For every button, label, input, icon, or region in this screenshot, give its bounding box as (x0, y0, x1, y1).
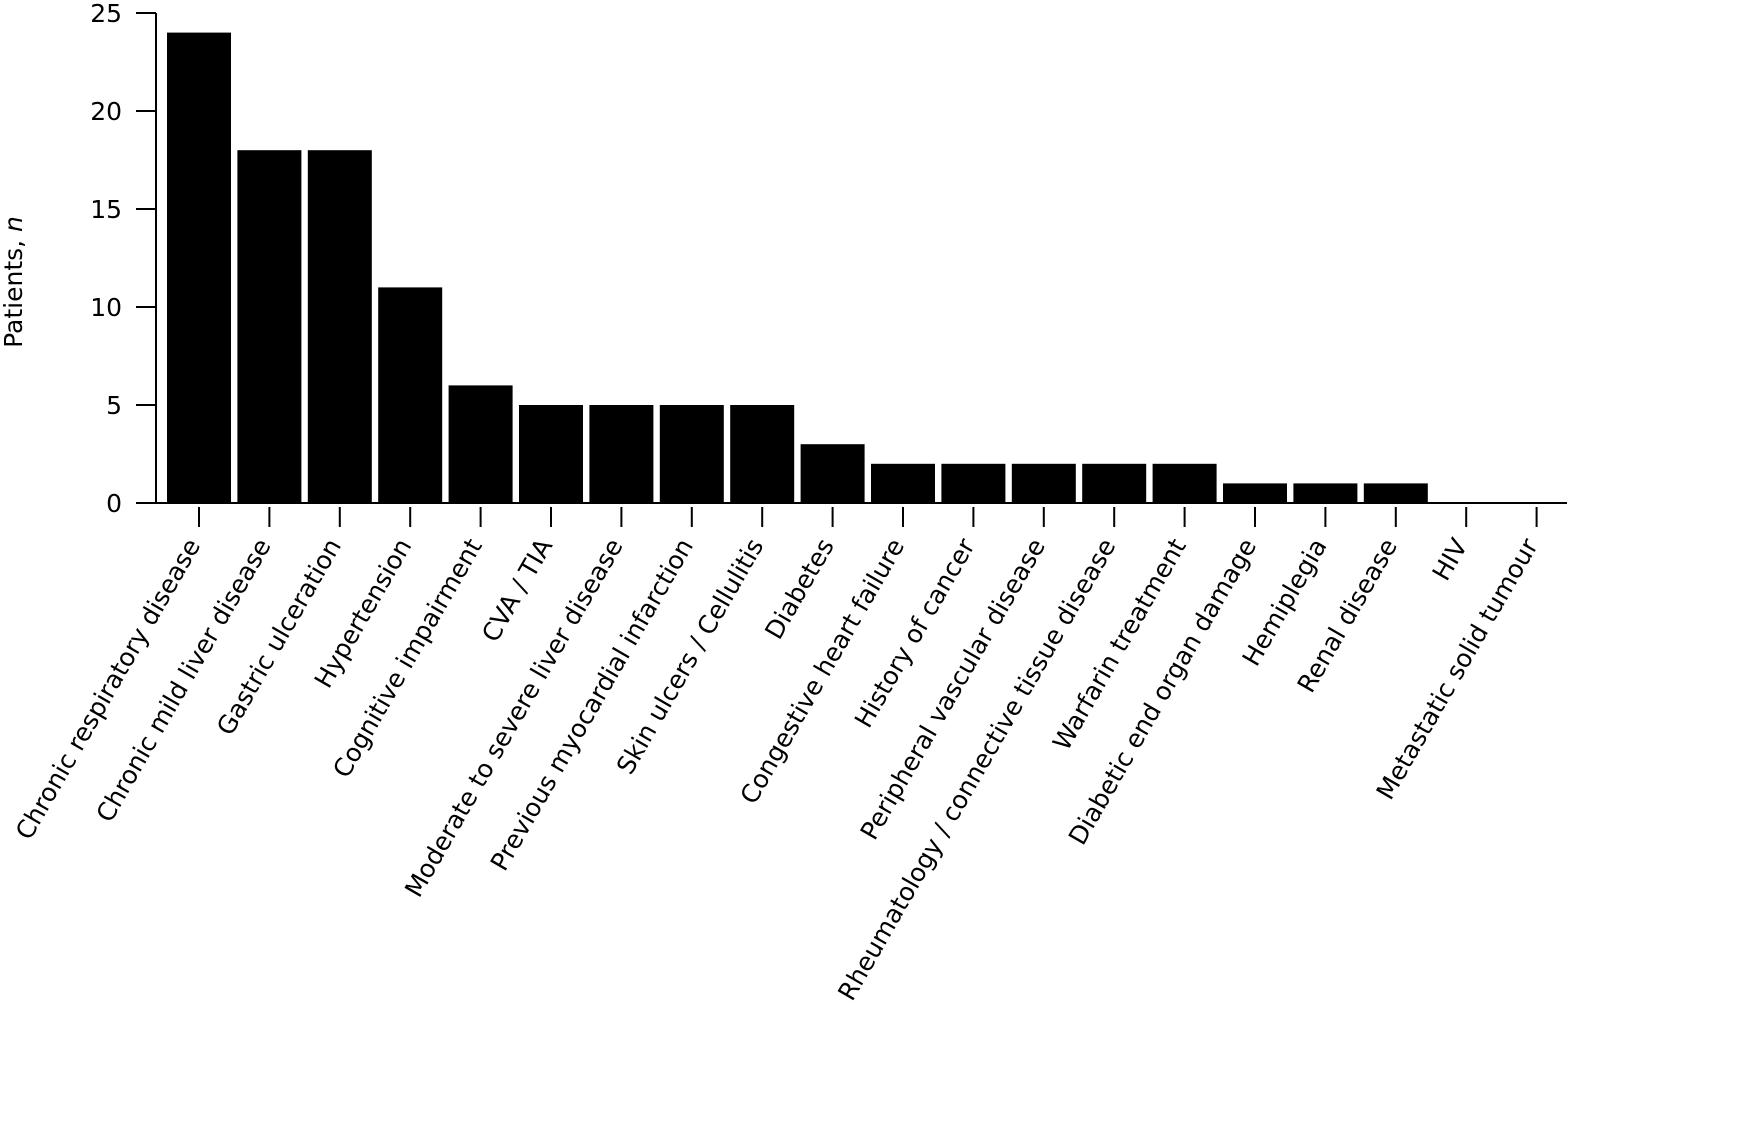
bar (659, 405, 724, 503)
y-tick-label: 15 (90, 195, 122, 224)
y-tick-label: 10 (90, 293, 122, 322)
x-axis (156, 502, 1567, 527)
bar (1011, 463, 1076, 503)
bar (448, 385, 513, 503)
bars-group (167, 32, 1428, 503)
bar (519, 405, 583, 503)
bar (800, 444, 865, 503)
y-tick-label: 5 (106, 391, 122, 420)
y-tick-label: 20 (90, 97, 122, 126)
y-tick-label: 0 (106, 489, 122, 518)
x-category-label: Diabetes (759, 534, 840, 645)
x-category-label: HIV (1427, 534, 1474, 586)
bar (871, 463, 935, 503)
bar (1363, 483, 1428, 503)
y-axis: 0 5 10 15 20 25 (90, 0, 157, 518)
bar (167, 32, 231, 503)
bar (1293, 483, 1358, 503)
bar (730, 405, 795, 503)
x-category-label: Warfarin treatment (1047, 533, 1192, 755)
bar (237, 150, 302, 503)
bar (378, 287, 443, 503)
y-axis-title-text: Patients, (0, 240, 28, 348)
bar (941, 463, 1006, 503)
x-category-label: Gastric ulceration (211, 534, 347, 741)
y-axis-title-variable: n (0, 216, 28, 232)
y-axis-title: Patients, n (0, 216, 28, 348)
bar (1152, 463, 1217, 503)
bar (307, 150, 372, 503)
bar (1082, 463, 1147, 503)
bar (589, 405, 654, 503)
y-tick-label: 25 (90, 0, 122, 28)
bar (1223, 483, 1287, 503)
x-category-label: CVA / TIA (476, 534, 558, 647)
